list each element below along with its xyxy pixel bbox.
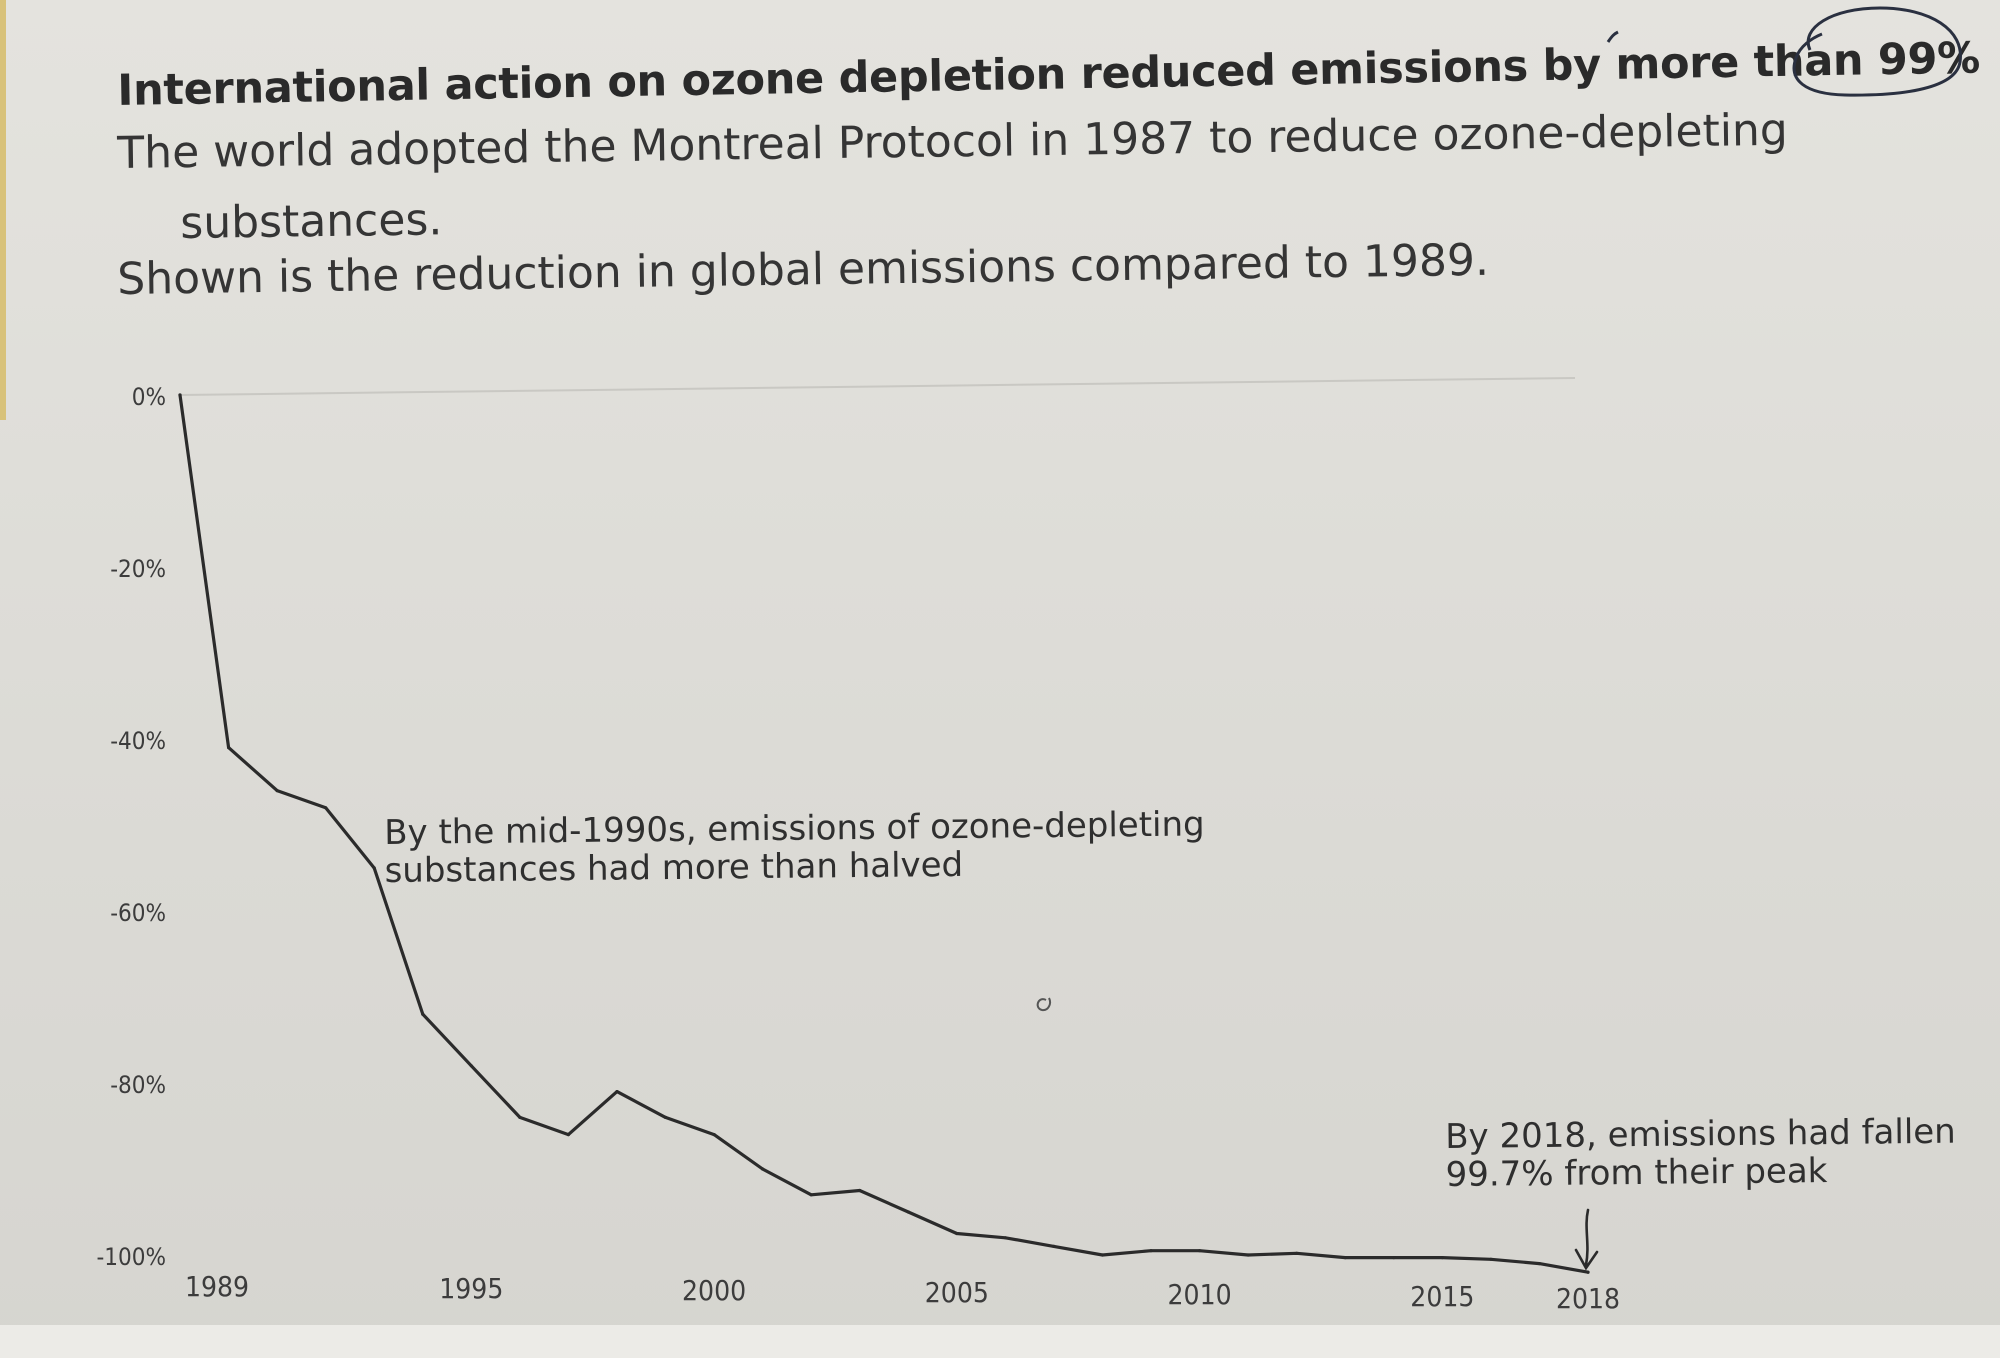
data-point: [421, 1012, 425, 1016]
annotation-2018: By 2018, emissions had fallen 99.7% from…: [1444, 1111, 1956, 1195]
data-point: [1295, 1251, 1299, 1255]
annotation-mid-1990s: By the mid-1990s, emissions of ozone-dep…: [383, 804, 1205, 891]
x-tick-label: 2018: [1556, 1282, 1620, 1315]
data-point: [324, 806, 328, 810]
y-tick-label: 0%: [132, 383, 166, 411]
data-point: [858, 1188, 862, 1193]
data-point: [906, 1210, 910, 1214]
pen-accent-over-more: [1606, 30, 1619, 43]
pen-small-mark: [1036, 997, 1052, 1012]
y-tick-label: -40%: [110, 727, 166, 755]
pen-arrow-to-2018-point: [1574, 1208, 1599, 1271]
data-point: [712, 1133, 716, 1137]
data-point: [809, 1193, 813, 1197]
data-point: [1052, 1244, 1056, 1248]
data-point: [566, 1133, 571, 1137]
x-tick-label: 2000: [682, 1274, 746, 1307]
x-tick-label: 2015: [1410, 1280, 1474, 1313]
data-point: [1100, 1253, 1105, 1257]
x-tick-label: 2010: [1168, 1278, 1232, 1311]
data-point: [178, 393, 182, 397]
y-tick-label: -60%: [110, 899, 166, 927]
data-point: [275, 789, 279, 793]
data-point: [518, 1115, 522, 1119]
data-point: [1392, 1256, 1396, 1260]
faint-baseline: [179, 377, 1576, 396]
page-edge: [0, 1325, 2000, 1358]
data-point: [615, 1090, 619, 1094]
annotation-2018-line-2: 99.7% from their peak: [1445, 1150, 1828, 1195]
data-point: [372, 866, 376, 870]
data-point: [1149, 1249, 1153, 1253]
pen-circle-around-99-percent: [1792, 6, 1962, 97]
data-point: [663, 1115, 668, 1119]
data-point: [955, 1231, 959, 1236]
x-axis-tick-labels: 1989 1995 2000 2005 2010 2015 2018: [185, 1270, 1620, 1315]
data-point: [1343, 1256, 1347, 1260]
y-tick-label: -100%: [96, 1243, 166, 1271]
x-tick-label: 1989: [185, 1270, 249, 1303]
data-point: [1198, 1249, 1202, 1253]
x-tick-label: 2005: [925, 1276, 989, 1309]
annotation-2018-line-1: By 2018, emissions had fallen: [1444, 1111, 1956, 1157]
data-point: [1003, 1236, 1008, 1240]
data-point: [227, 746, 231, 750]
y-tick-label: -80%: [110, 1071, 166, 1099]
y-tick-label: -20%: [110, 555, 166, 583]
adjacent-page-strip: [0, 0, 6, 420]
data-point: [1586, 1270, 1590, 1274]
data-point: [1489, 1257, 1493, 1261]
data-point: [1246, 1253, 1250, 1257]
data-point: [1537, 1262, 1541, 1266]
data-point: [469, 1064, 473, 1068]
y-axis-tick-labels: 0% -20% -40% -60% -80% -100%: [96, 383, 166, 1271]
annotation-mid-1990s-line-1: By the mid-1990s, emissions of ozone-dep…: [383, 804, 1205, 853]
data-point: [761, 1167, 765, 1171]
data-points: [178, 393, 1590, 1274]
data-point: [1440, 1256, 1444, 1260]
x-tick-label: 1995: [439, 1272, 503, 1305]
emissions-series-line: [178, 393, 1590, 1274]
